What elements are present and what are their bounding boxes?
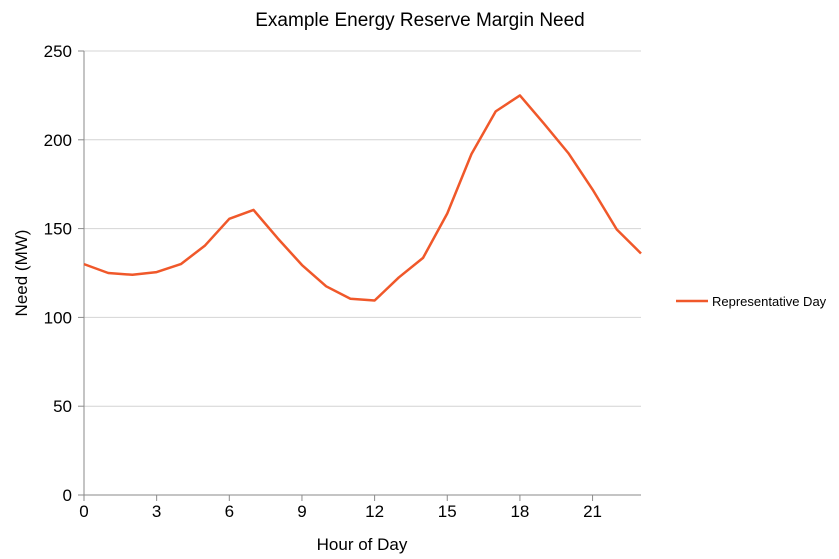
chart-title: Example Energy Reserve Margin Need	[255, 10, 585, 31]
x-tick-label: 12	[365, 502, 384, 521]
x-tick-label: 18	[510, 502, 529, 521]
y-tick-label: 100	[44, 308, 72, 327]
x-tick-label: 21	[583, 502, 602, 521]
x-tick-label: 9	[297, 502, 306, 521]
y-tick-label: 50	[53, 397, 72, 416]
legend-label: Representative Day	[712, 294, 827, 309]
y-tick-label: 250	[44, 42, 72, 61]
legend: Representative Day	[676, 294, 827, 309]
y-tick-label: 150	[44, 220, 72, 239]
y-tick-label: 200	[44, 131, 72, 150]
axes	[83, 51, 641, 496]
x-tick-label: 15	[438, 502, 457, 521]
x-tick-label: 3	[152, 502, 161, 521]
y-axis-label: Need (MW)	[12, 230, 31, 317]
series-line	[83, 94, 642, 302]
series	[83, 94, 642, 302]
ticks: 0 50 100 150 200 250 0 3 6 9 12 15 18 21	[44, 42, 602, 521]
x-tick-label: 6	[225, 502, 234, 521]
grid	[84, 50, 641, 407]
x-tick-label: 0	[79, 502, 88, 521]
x-axis-label: Hour of Day	[317, 535, 408, 554]
y-tick-label: 0	[63, 486, 72, 505]
